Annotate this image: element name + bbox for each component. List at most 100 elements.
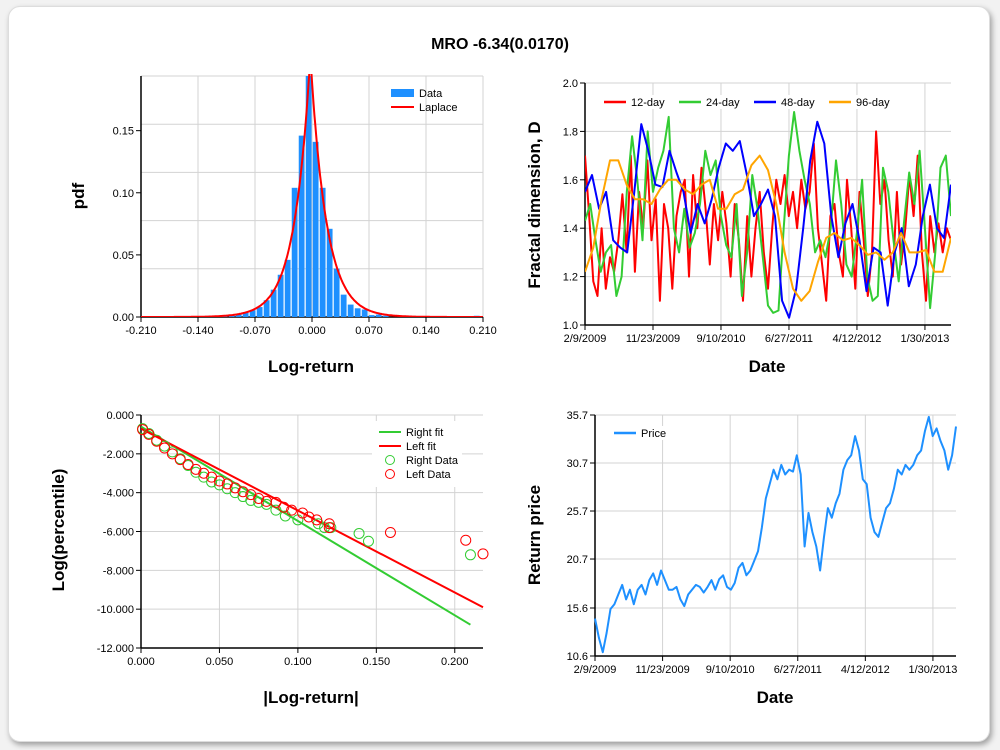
left-data-point (270, 496, 282, 508)
right-data-point (245, 494, 257, 506)
x-tick-label: -0.210 (125, 325, 156, 337)
histogram-bar (298, 135, 305, 317)
left-data-point (213, 475, 225, 487)
y-tick-label: 25.7 (567, 506, 588, 518)
right-data-point (279, 510, 291, 522)
x-tick-label: 0.100 (284, 656, 312, 668)
x-tick-label: 0.200 (441, 656, 469, 668)
legend-left-data-swatch (385, 469, 395, 479)
left-data-point (303, 511, 315, 523)
legend-label: 48-day (781, 97, 815, 109)
x-tick-label: 0.050 (206, 656, 234, 668)
x-tick-label: 0.000 (298, 325, 326, 337)
x-tick-label: 1/30/2013 (908, 664, 957, 676)
series-24-day-line (585, 111, 951, 314)
y-tick-label: 0.15 (113, 126, 134, 138)
legend-data-label: Data (419, 88, 443, 100)
x-tick-label: 0.210 (469, 325, 497, 337)
x-axis-label: |Log-return| (263, 688, 358, 707)
histogram-bar (354, 308, 361, 317)
y-tick-label: 2.0 (563, 78, 578, 90)
series-96-day-line (585, 154, 951, 302)
y-tick-label: 0.10 (113, 188, 134, 200)
y-tick-label: 1.2 (563, 272, 578, 284)
histogram-bar (375, 314, 382, 317)
legend-right-data-label: Right Data (406, 455, 459, 467)
legend-label: 24-day (706, 97, 740, 109)
x-tick-label: 0.150 (363, 656, 391, 668)
right-data-point (206, 476, 218, 488)
legend-bg (610, 426, 670, 440)
x-tick-label: 4/12/2012 (841, 664, 890, 676)
x-tick-label: -0.070 (239, 325, 270, 337)
left-data-point (253, 492, 265, 504)
right-data-point (353, 527, 365, 539)
x-axis-label: Log-return (268, 357, 354, 376)
x-tick-label: 11/23/2009 (635, 664, 689, 676)
left-data-point (460, 534, 472, 546)
histogram-bar (235, 314, 242, 317)
legend-data-swatch (391, 89, 414, 97)
histogram-bar (284, 259, 291, 317)
histogram-bar (291, 187, 298, 317)
y-tick-label: -8.000 (103, 565, 134, 577)
price-panel: 2/9/2009 11/23/2009 9/10/2010 6/27/2011 4/12… (525, 410, 957, 707)
left-data-point (182, 459, 194, 471)
left-data-point (159, 442, 171, 454)
left-data-point (311, 514, 323, 526)
figure-title: MRO -6.34(0.0170) (431, 36, 569, 53)
fractal-dimension-panel: 2/9/2009 11/23/2009 9/10/2010 6/27/2011 4/12… (525, 78, 951, 376)
y-axis-label: Return price (525, 485, 544, 585)
right-data-point (362, 535, 374, 547)
x-tick-label: 0.070 (355, 325, 383, 337)
histogram-bar (347, 304, 354, 317)
legend-bg (600, 95, 670, 109)
y-tick-label: 10.6 (567, 651, 588, 663)
x-tick-label: 4/12/2012 (832, 333, 881, 345)
histogram-bar (256, 307, 263, 317)
legend-bg (750, 95, 820, 109)
price-line (594, 415, 957, 654)
y-tick-label: 1.4 (563, 223, 578, 235)
left-data-point (151, 435, 163, 447)
y-axis-label: Fractal dimension, D (525, 121, 544, 288)
y-tick-label: 20.7 (567, 554, 588, 566)
histogram-bar (361, 309, 368, 317)
y-tick-label: 15.6 (567, 603, 588, 615)
y-tick-label: -12.000 (97, 643, 134, 655)
legend-laplace-label: Laplace (419, 102, 458, 114)
left-data-point (323, 522, 335, 534)
legend-price-label: Price (641, 428, 666, 440)
right-data-point (190, 466, 202, 478)
x-axis-label: Date (757, 688, 794, 707)
left-data-point (278, 501, 290, 513)
y-tick-label: -6.000 (103, 527, 134, 539)
y-tick-label: 1.6 (563, 175, 578, 187)
x-tick-label: 6/27/2011 (765, 333, 813, 345)
histogram-bar (249, 310, 256, 317)
left-data-point (174, 454, 186, 466)
y-axis-label: pdf (69, 182, 88, 209)
histogram-bar (340, 294, 347, 317)
right-data-point (253, 496, 265, 508)
series-48-day-line (585, 120, 951, 319)
y-tick-label: 0.05 (113, 250, 134, 262)
x-tick-label: 11/23/2009 (626, 333, 680, 345)
left-data-point (297, 507, 309, 519)
legend-right-data-swatch (385, 455, 395, 465)
laplace-curve (141, 74, 483, 317)
left-data-point (166, 448, 178, 460)
tail-fit-panel: 0.000 0.050 0.100 0.150 0.200 0.000 -2.000 -4.0… (49, 410, 489, 707)
right-data-point (198, 471, 210, 483)
y-tick-label: -2.000 (103, 449, 134, 461)
y-tick-label: 0.00 (113, 312, 134, 324)
histogram-bar (319, 187, 326, 317)
histogram-bar (263, 300, 270, 317)
left-data-point (237, 486, 249, 498)
x-tick-label: 1/30/2013 (900, 333, 949, 345)
legend-left-fit-label: Left fit (406, 441, 436, 453)
y-tick-label: 35.7 (567, 410, 588, 422)
histogram-bar (326, 228, 333, 317)
right-data-point (464, 549, 476, 561)
